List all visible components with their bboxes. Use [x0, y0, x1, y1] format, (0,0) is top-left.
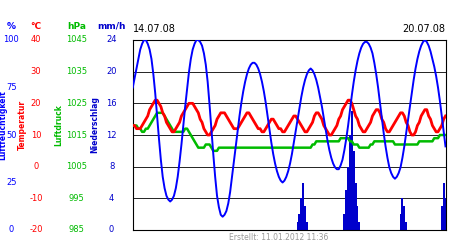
Bar: [302, 182, 304, 230]
Text: °C: °C: [31, 22, 41, 31]
Text: 50: 50: [6, 130, 17, 140]
Text: 0: 0: [33, 162, 39, 171]
Text: 0: 0: [109, 226, 114, 234]
Text: Luftfeuchtigkeit: Luftfeuchtigkeit: [0, 90, 7, 160]
Bar: [405, 222, 407, 230]
Text: 16: 16: [106, 99, 117, 108]
Text: 995: 995: [68, 194, 85, 203]
Bar: [300, 198, 302, 230]
Text: 8: 8: [109, 162, 114, 171]
Text: 0: 0: [9, 226, 14, 234]
Text: mm/h: mm/h: [97, 22, 126, 31]
Text: 30: 30: [31, 67, 41, 76]
Text: 12: 12: [106, 130, 117, 140]
Bar: [347, 167, 349, 230]
Bar: [353, 151, 355, 230]
Bar: [351, 111, 353, 230]
Bar: [304, 206, 306, 230]
Bar: [297, 222, 298, 230]
Bar: [441, 206, 443, 230]
Text: 1045: 1045: [66, 36, 87, 44]
Text: 10: 10: [31, 130, 41, 140]
Text: 4: 4: [109, 194, 114, 203]
Bar: [355, 182, 356, 230]
Bar: [445, 198, 446, 230]
Bar: [343, 214, 345, 230]
Text: -20: -20: [29, 226, 43, 234]
Text: %: %: [7, 22, 16, 31]
Text: 1025: 1025: [66, 99, 87, 108]
Bar: [345, 190, 347, 230]
Bar: [298, 214, 300, 230]
Bar: [403, 206, 405, 230]
Text: 14.07.08: 14.07.08: [133, 24, 176, 34]
Text: 100: 100: [4, 36, 19, 44]
Text: Erstellt: 11.01.2012 11:36: Erstellt: 11.01.2012 11:36: [230, 234, 328, 242]
Text: 20: 20: [31, 99, 41, 108]
Text: 20: 20: [106, 67, 117, 76]
Text: 24: 24: [106, 36, 117, 44]
Bar: [306, 222, 308, 230]
Text: 1035: 1035: [66, 67, 87, 76]
Bar: [401, 198, 403, 230]
Bar: [358, 222, 360, 230]
Text: -10: -10: [29, 194, 43, 203]
Text: Temperatur: Temperatur: [18, 100, 27, 150]
Bar: [349, 135, 351, 230]
Text: Luftdruck: Luftdruck: [54, 104, 63, 146]
Text: 985: 985: [68, 226, 85, 234]
Text: 25: 25: [6, 178, 17, 187]
Text: hPa: hPa: [67, 22, 86, 31]
Bar: [443, 182, 445, 230]
Text: 75: 75: [6, 83, 17, 92]
Bar: [356, 206, 358, 230]
Text: 1005: 1005: [66, 162, 87, 171]
Text: 40: 40: [31, 36, 41, 44]
Text: 1015: 1015: [66, 130, 87, 140]
Text: Niederschlag: Niederschlag: [90, 96, 99, 154]
Bar: [400, 214, 401, 230]
Text: 20.07.08: 20.07.08: [402, 24, 446, 34]
